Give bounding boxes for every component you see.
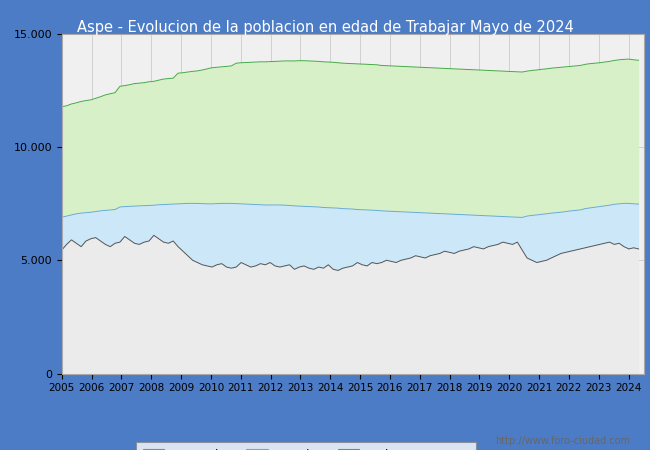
Legend: Ocupados, Parados, Hab. entre 16-64: Ocupados, Parados, Hab. entre 16-64 [136, 442, 476, 450]
Text: Aspe - Evolucion de la poblacion en edad de Trabajar Mayo de 2024: Aspe - Evolucion de la poblacion en edad… [77, 20, 573, 35]
Text: http://www.foro-ciudad.com: http://www.foro-ciudad.com [495, 436, 630, 446]
